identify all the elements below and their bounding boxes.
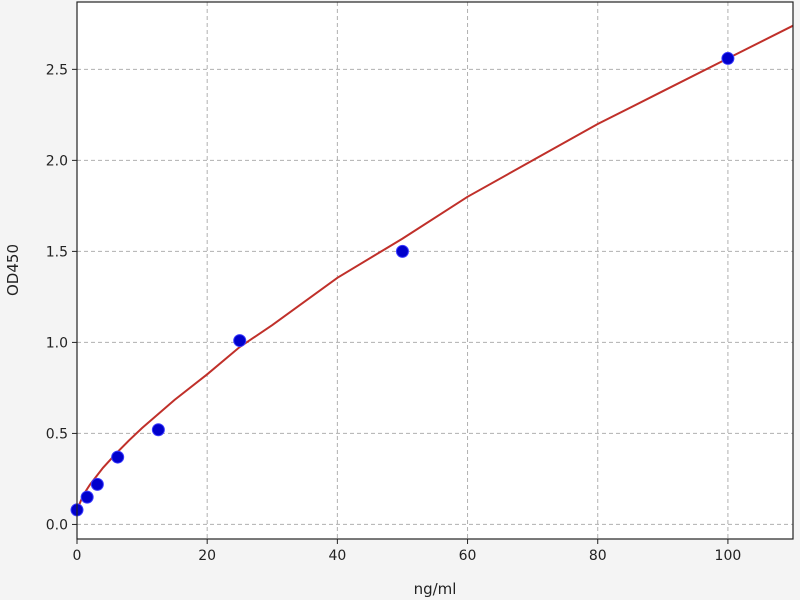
data-point bbox=[721, 51, 735, 65]
x-tick-label: 100 bbox=[715, 548, 742, 564]
data-points bbox=[70, 51, 735, 517]
x-tick-label: 40 bbox=[328, 548, 346, 564]
data-point bbox=[90, 477, 104, 491]
data-point bbox=[80, 490, 94, 504]
plot-area bbox=[77, 2, 793, 539]
x-tick-label: 20 bbox=[198, 548, 216, 564]
ticks: 0 20 40 60 80 100 0.0 0.5 1.0 1.5 2.0 2.5 bbox=[46, 62, 742, 564]
plot-frame bbox=[76, 1, 794, 540]
data-point bbox=[395, 244, 409, 258]
y-tick-label: 1.5 bbox=[46, 244, 68, 260]
x-tick-label: 60 bbox=[459, 548, 477, 564]
x-axis-label: ng/ml bbox=[414, 580, 457, 598]
x-tick-label: 0 bbox=[73, 548, 82, 564]
grid bbox=[76, 2, 793, 539]
y-axis-label: OD450 bbox=[4, 244, 22, 296]
data-point bbox=[233, 334, 247, 348]
data-point bbox=[151, 423, 165, 437]
y-tick-label: 2.0 bbox=[46, 153, 68, 169]
y-tick-label: 0.5 bbox=[46, 426, 68, 442]
x-tick-label: 80 bbox=[589, 548, 607, 564]
y-tick-label: 1.0 bbox=[46, 335, 68, 351]
y-tick-label: 2.5 bbox=[46, 62, 68, 78]
y-tick-label: 0.0 bbox=[46, 517, 68, 533]
data-point bbox=[111, 450, 125, 464]
